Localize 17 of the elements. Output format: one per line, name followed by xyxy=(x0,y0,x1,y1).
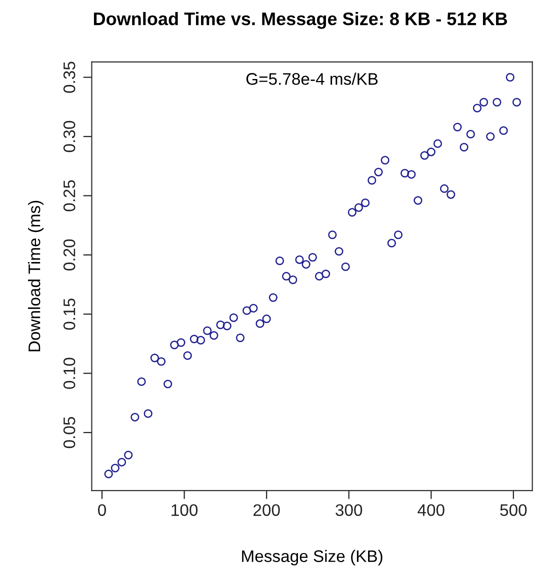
y-tick-label: 0.05 xyxy=(63,417,76,448)
x-axis-title: Message Size (KB) xyxy=(242,550,382,566)
y-tick-label: 0.10 xyxy=(63,358,76,389)
y-tick-label: 0.15 xyxy=(63,298,76,330)
x-tick-label: 500 xyxy=(500,504,527,516)
y-tick-label: 0.20 xyxy=(63,239,76,270)
y-axis-title: Download Time (ms) xyxy=(28,200,44,352)
x-tick-label: 300 xyxy=(336,504,362,516)
x-tick-label: 100 xyxy=(172,504,198,516)
x-tick-label: 400 xyxy=(418,504,444,516)
y-tick-label: 0.35 xyxy=(63,62,76,93)
y-tick-label: 0.30 xyxy=(63,120,76,152)
chart-title: Download Time vs. Message Size: 8 KB - 512 KB xyxy=(94,12,508,29)
x-tick-label: 200 xyxy=(254,504,280,516)
y-tick-label: 0.25 xyxy=(63,180,76,212)
x-tick-label: 0 xyxy=(98,504,106,516)
annotation: G=5.78e-4 ms/KB xyxy=(246,72,378,85)
